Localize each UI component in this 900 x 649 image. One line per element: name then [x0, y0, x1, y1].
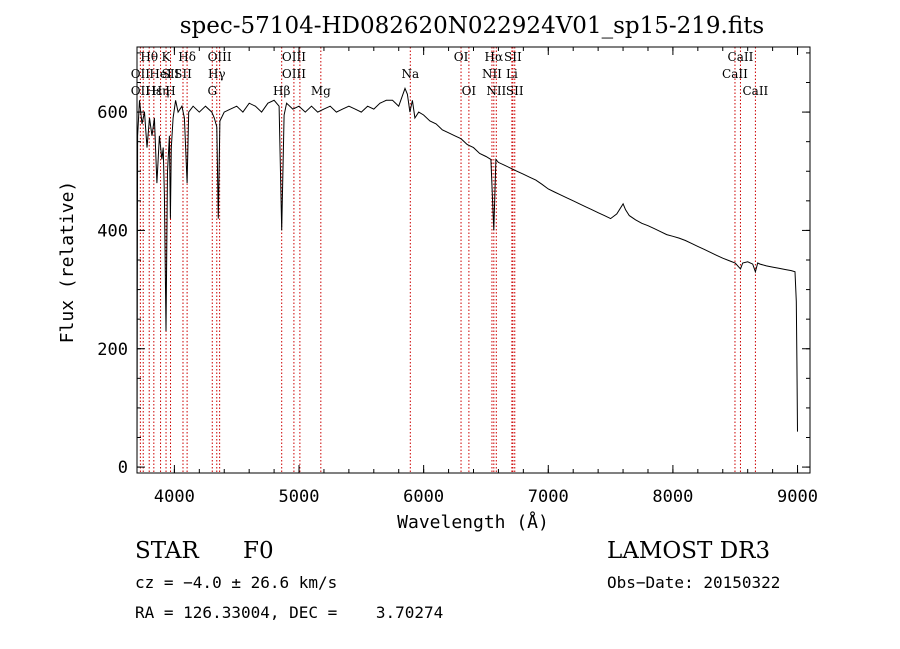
x-tick-label: 5000 — [279, 487, 320, 507]
line-label: SII — [162, 67, 180, 81]
line-label: Hε — [145, 84, 162, 98]
redshift-cz: cz = −4.0 ± 26.6 km/s — [135, 573, 338, 592]
line-label: H — [165, 84, 175, 98]
observation-date: Obs−Date: 20150322 — [607, 573, 781, 592]
line-label: Hδ — [178, 50, 196, 64]
y-tick-label: 0 — [118, 458, 128, 478]
line-label: OIII — [208, 50, 232, 64]
line-label: Li — [506, 67, 518, 81]
line-label: SII — [174, 67, 192, 81]
line-label: CaII — [722, 67, 748, 81]
line-label: HeI — [149, 67, 172, 81]
coordinates: RA = 126.33004, DEC = 3.70274 — [135, 603, 444, 622]
line-label: Hθ — [140, 50, 158, 64]
line-label: Hγ — [208, 67, 226, 81]
plot-frame — [136, 46, 811, 474]
line-label: OII — [131, 67, 151, 81]
y-tick-label: 400 — [97, 221, 128, 241]
line-label: Hα — [485, 50, 504, 64]
line-label: OI — [454, 50, 469, 64]
line-label: Hβ — [273, 84, 290, 98]
survey-name: LAMOST DR3 — [607, 538, 771, 564]
line-label: Na — [401, 67, 419, 81]
line-label: SII — [506, 84, 524, 98]
line-label: Hη — [152, 84, 170, 98]
y-tick-label: 200 — [97, 340, 128, 360]
line-label: G — [207, 84, 217, 98]
x-axis-label: Wavelength (Å) — [397, 511, 549, 533]
object-subclass: F0 — [243, 538, 274, 564]
x-tick-label: 9000 — [777, 487, 818, 507]
line-label: OI — [462, 84, 477, 98]
line-label: OII — [131, 84, 151, 98]
y-axis-ticks: 0 200 400 600 — [97, 52, 810, 478]
spectrum-series-line — [136, 86, 798, 465]
line-label: CaII — [742, 84, 768, 98]
object-class: STAR — [135, 538, 199, 564]
line-label: SII — [504, 50, 522, 64]
x-tick-label: 7000 — [528, 487, 569, 507]
line-label: NII — [482, 67, 502, 81]
line-label: NII — [486, 84, 506, 98]
y-axis-label: Flux (relative) — [57, 181, 78, 344]
y-tick-label: 600 — [97, 103, 128, 123]
line-markers — [139, 47, 756, 473]
x-tick-label: 6000 — [403, 487, 444, 507]
line-label: K — [162, 50, 172, 64]
chart-title: spec-57104-HD082620N022924V01_sp15-219.f… — [180, 13, 765, 39]
line-label: CaII — [728, 50, 754, 64]
x-tick-label: 8000 — [652, 487, 693, 507]
x-axis-ticks: 4000 5000 6000 7000 8000 9000 — [154, 47, 818, 507]
line-label: OIII — [282, 50, 306, 64]
spectrum-chart: spec-57104-HD082620N022924V01_sp15-219.f… — [57, 13, 818, 533]
line-label: Mg — [311, 84, 331, 98]
x-tick-label: 4000 — [154, 487, 195, 507]
line-label: OIII — [282, 67, 306, 81]
